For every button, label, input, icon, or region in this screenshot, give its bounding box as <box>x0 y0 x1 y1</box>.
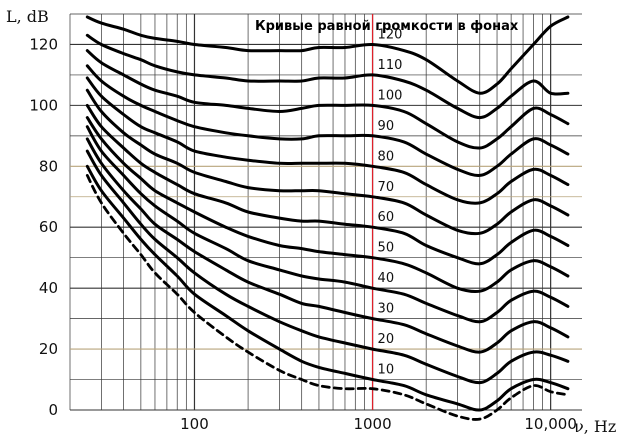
y-tick-label: 0 <box>48 401 58 419</box>
phon-label: 20 <box>378 332 395 347</box>
phon-label: 80 <box>378 149 395 164</box>
y-tick-label: 100 <box>29 96 58 114</box>
loudness-curve-120 <box>85 15 570 95</box>
threshold-curve <box>85 174 570 421</box>
x-axis-label: ν, Hz <box>574 417 616 436</box>
phon-label: 50 <box>378 241 395 256</box>
phon-label: 110 <box>378 58 403 73</box>
y-tick-label: 60 <box>39 218 58 236</box>
loudness-curve-50 <box>85 116 570 294</box>
phon-label: 30 <box>378 302 395 317</box>
x-tick-label: 100 <box>180 415 209 433</box>
y-tick-label: 20 <box>39 340 58 358</box>
phon-label: 90 <box>378 119 395 134</box>
loudness-curve-110 <box>85 33 570 120</box>
phon-label: 60 <box>378 210 395 225</box>
loudness-curve-20 <box>85 149 570 385</box>
y-tick-label: 120 <box>29 35 58 53</box>
loudness-curve-100 <box>85 49 570 150</box>
phon-label: 120 <box>378 27 403 42</box>
loudness-curve-90 <box>85 64 570 177</box>
y-tick-label: 80 <box>39 157 58 175</box>
loudness-curve-40 <box>85 125 570 324</box>
chart-title: Кривые равной громкости в фонах <box>255 19 519 34</box>
loudness-curve-60 <box>85 103 570 266</box>
curve-layer <box>85 15 570 421</box>
y-tick-label: 40 <box>39 279 58 297</box>
loudness-curve-70 <box>85 88 570 236</box>
phon-label: 10 <box>378 363 395 378</box>
x-tick-label: 10,000 <box>524 415 577 433</box>
x-tick-label: 1000 <box>353 415 391 433</box>
phon-label: 40 <box>378 271 395 286</box>
loudness-curve-10 <box>85 164 570 412</box>
axis-layer: 0 20 40 60 80 100 120 100 1000 10,000 <box>29 35 577 433</box>
y-axis-label: L, dB <box>6 7 49 26</box>
phon-label: 100 <box>378 88 403 103</box>
phon-label: 70 <box>378 180 395 195</box>
label-layer: 120 110 100 90 80 70 60 50 40 30 20 10 <box>378 27 403 377</box>
loudness-curve-30 <box>85 137 570 354</box>
loudness-curve-80 <box>85 76 570 205</box>
